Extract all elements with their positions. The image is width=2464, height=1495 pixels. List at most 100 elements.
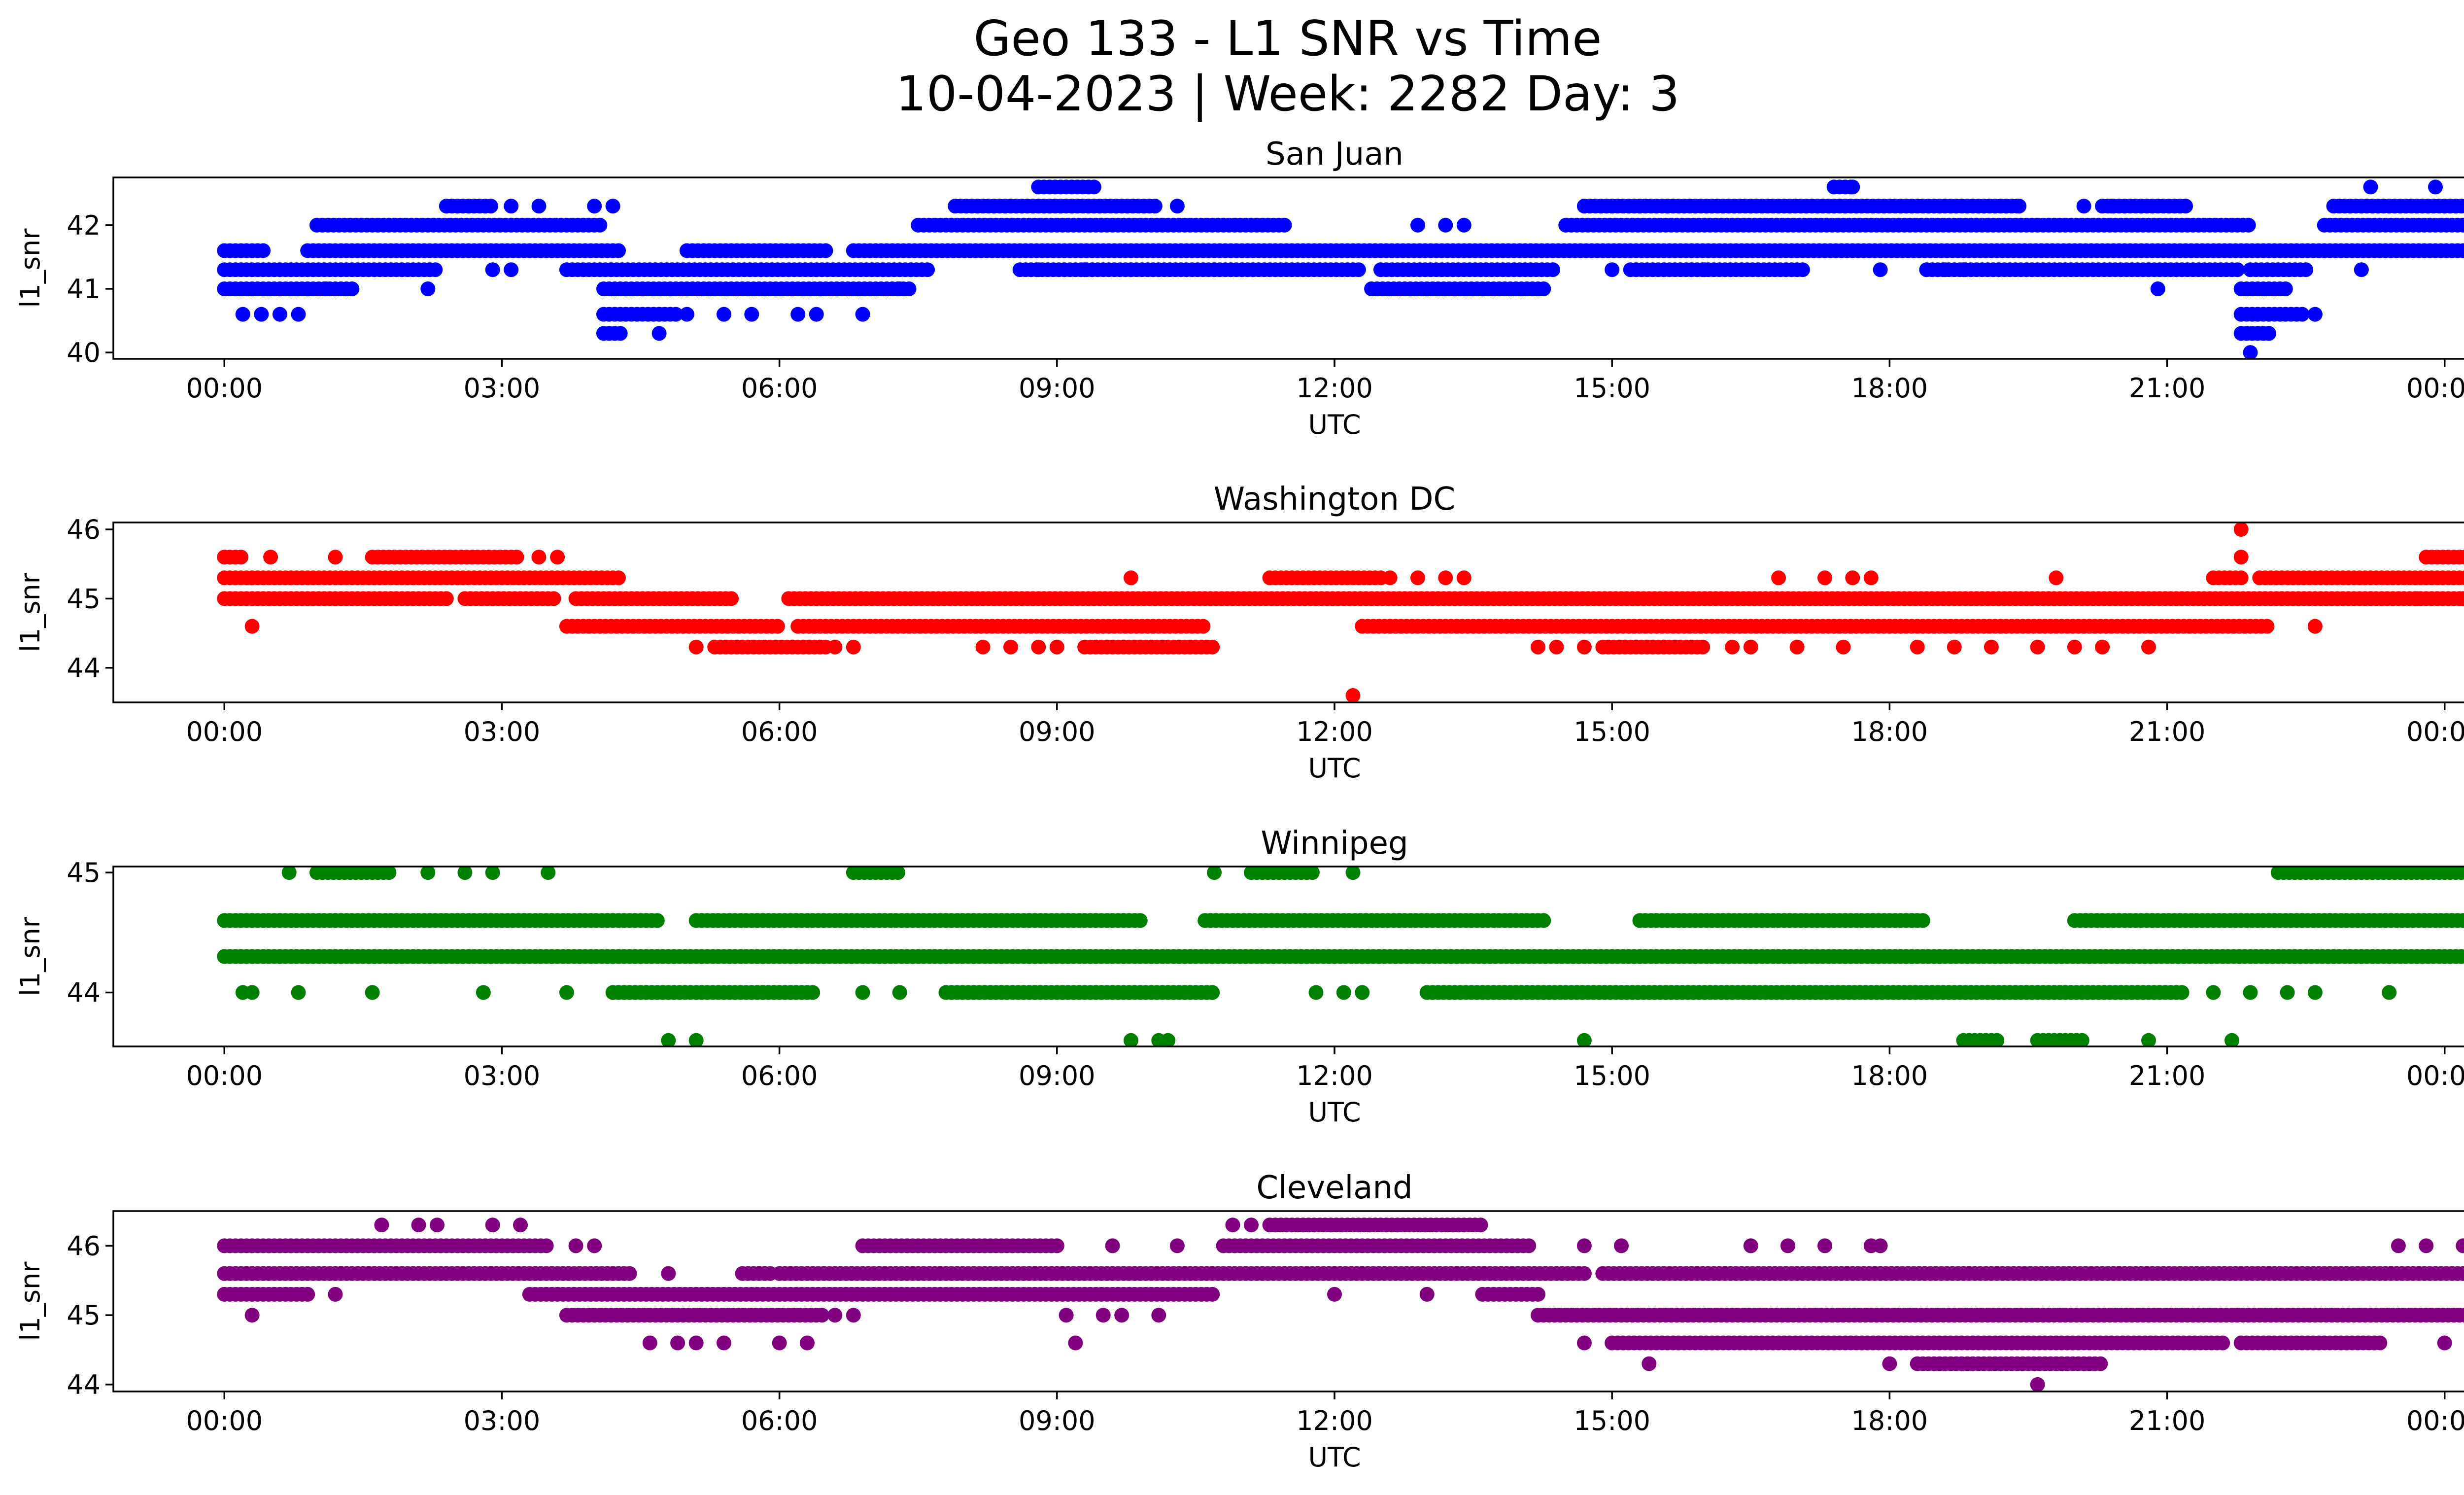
data-point xyxy=(2224,1033,2239,1046)
data-point xyxy=(2456,243,2464,258)
x-tick-label: 00:00 xyxy=(186,716,263,747)
data-point xyxy=(668,307,684,322)
data-point xyxy=(605,199,620,214)
x-axis-label: UTC xyxy=(1308,409,1361,440)
data-point xyxy=(1473,1217,1488,1233)
data-point xyxy=(1536,281,1551,296)
data-point xyxy=(1345,688,1361,702)
data-point xyxy=(531,199,547,214)
data-point xyxy=(2456,913,2464,928)
data-point xyxy=(2261,326,2276,341)
y-tick-label: 45 xyxy=(67,857,101,888)
data-point xyxy=(790,307,806,322)
x-axis-label: UTC xyxy=(1308,753,1361,784)
data-point xyxy=(550,550,565,565)
scatter-series xyxy=(217,867,2464,1046)
data-point xyxy=(281,867,297,880)
data-point xyxy=(1697,262,1712,278)
data-point xyxy=(1351,262,1366,278)
data-point xyxy=(1327,1286,1342,1302)
data-point xyxy=(717,307,731,322)
data-point xyxy=(541,867,556,880)
data-point xyxy=(485,262,500,278)
data-point xyxy=(661,1033,676,1046)
data-point xyxy=(1304,867,1320,880)
data-point xyxy=(1531,639,1545,655)
data-point xyxy=(2067,639,2082,655)
data-point xyxy=(2093,1356,2108,1371)
data-point xyxy=(1410,217,1425,233)
data-point xyxy=(1419,1286,1435,1302)
data-point xyxy=(1456,217,1472,233)
data-point xyxy=(1725,639,1740,655)
x-tick-label: 15:00 xyxy=(1574,373,1650,404)
data-point xyxy=(420,867,436,880)
data-point xyxy=(485,867,500,880)
data-point xyxy=(2178,199,2193,214)
data-point xyxy=(291,985,306,1000)
x-tick-label: 12:00 xyxy=(1296,1405,1373,1436)
data-point xyxy=(256,243,271,258)
data-point xyxy=(1077,262,1093,278)
data-point xyxy=(2298,262,2314,278)
data-point xyxy=(2241,217,2256,233)
data-point xyxy=(1576,1238,1592,1253)
panel-title: Cleveland xyxy=(1256,1170,1412,1206)
data-point xyxy=(2458,1308,2464,1323)
y-tick-label: 46 xyxy=(67,1230,101,1261)
data-point xyxy=(2456,1266,2464,1281)
data-point xyxy=(2437,1335,2452,1351)
data-point xyxy=(2382,985,2397,1000)
data-point xyxy=(2372,1335,2388,1351)
y-tick-label: 44 xyxy=(67,653,101,684)
data-point xyxy=(1114,1308,1129,1323)
data-point xyxy=(2141,639,2156,655)
data-point xyxy=(1780,1238,1795,1253)
y-tick-label: 42 xyxy=(67,210,101,241)
data-point xyxy=(611,570,626,586)
data-point xyxy=(815,1308,829,1323)
data-point xyxy=(1910,639,1925,655)
x-tick-label: 15:00 xyxy=(1574,1060,1650,1091)
x-tick-label: 12:00 xyxy=(1296,716,1373,747)
data-point xyxy=(1605,262,1620,278)
data-point xyxy=(2354,262,2369,278)
data-point xyxy=(2076,199,2091,214)
data-point xyxy=(234,550,249,565)
x-tick-label: 15:00 xyxy=(1574,1405,1650,1436)
data-point xyxy=(1049,639,1064,655)
data-point xyxy=(1244,1217,1259,1233)
data-point xyxy=(717,1335,731,1351)
data-point xyxy=(2461,244,2464,257)
data-point xyxy=(1642,1356,1657,1371)
x-tick-label: 06:00 xyxy=(741,1060,818,1091)
data-point xyxy=(1845,179,1860,195)
x-axis-label: UTC xyxy=(1308,1442,1361,1473)
x-tick-label: 00:00 xyxy=(2406,716,2464,747)
data-point xyxy=(1632,199,1647,214)
data-point xyxy=(2104,199,2119,214)
y-tick-label: 40 xyxy=(67,337,101,368)
data-point xyxy=(1345,867,1361,880)
data-point xyxy=(513,1217,528,1233)
data-point xyxy=(300,1286,315,1302)
x-tick-label: 00:00 xyxy=(2406,1060,2464,1091)
data-point xyxy=(344,281,360,296)
data-point xyxy=(1789,639,1805,655)
data-point xyxy=(688,639,704,655)
data-point xyxy=(1410,570,1425,586)
data-point xyxy=(1277,217,1292,233)
data-point xyxy=(2294,307,2310,322)
x-tick-label: 06:00 xyxy=(741,716,818,747)
data-point xyxy=(809,307,824,322)
data-point xyxy=(2458,550,2464,565)
data-point xyxy=(485,1217,500,1233)
data-point xyxy=(1576,639,1592,655)
data-point xyxy=(1196,619,1211,634)
y-axis-label: l1_snr xyxy=(15,228,46,308)
data-point xyxy=(2307,307,2323,322)
x-tick-label: 00:00 xyxy=(186,1060,263,1091)
data-point xyxy=(1845,570,1860,586)
